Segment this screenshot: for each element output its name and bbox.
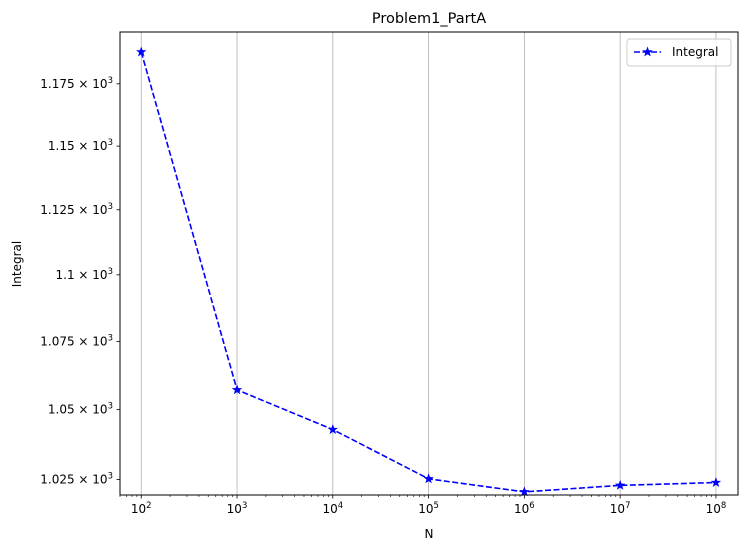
chart-title: Problem1_PartA [372,11,486,27]
y-tick-label: 1.025 × 103 [40,471,113,486]
x-tick-label: 103 [227,501,248,516]
legend-star-marker [642,46,653,57]
x-tick-label: 105 [418,501,439,516]
x-tick-label: 108 [706,501,727,516]
y-tick-label: 1.075 × 103 [40,333,113,348]
x-axis: 102 103 104 105 106 107 108 [119,495,727,516]
plot-area-frame [119,31,739,496]
y-axis-label: Integral [10,241,24,287]
series-layer [136,46,722,497]
y-tick-label: 1.15 × 103 [48,138,113,153]
data-point-star [710,477,722,487]
grid-layer [140,32,717,495]
data-point-star [136,46,147,57]
y-tick-label: 1.1 × 103 [56,267,113,282]
data-point-star [327,424,339,434]
x-tick-label: 107 [610,501,631,516]
y-tick-label: 1.05 × 103 [48,402,113,417]
data-point-star [519,486,530,497]
data-point-star [231,384,243,395]
legend-label: Integral [672,45,718,59]
y-axis: 1.025 × 103 1.05 × 103 1.075 × 103 1.1 × 10… [40,76,120,486]
legend-frame [626,38,732,67]
data-point-star [423,473,434,484]
x-axis-label: N [425,527,434,541]
x-tick-label: 106 [514,501,535,516]
x-tick-label: 104 [322,501,343,516]
y-tick-label: 1.175 × 103 [40,76,113,91]
x-tick-label: 102 [131,501,152,516]
data-point-star [614,479,626,490]
legend: Integral [626,38,732,67]
y-tick-label: 1.125 × 103 [40,202,113,217]
